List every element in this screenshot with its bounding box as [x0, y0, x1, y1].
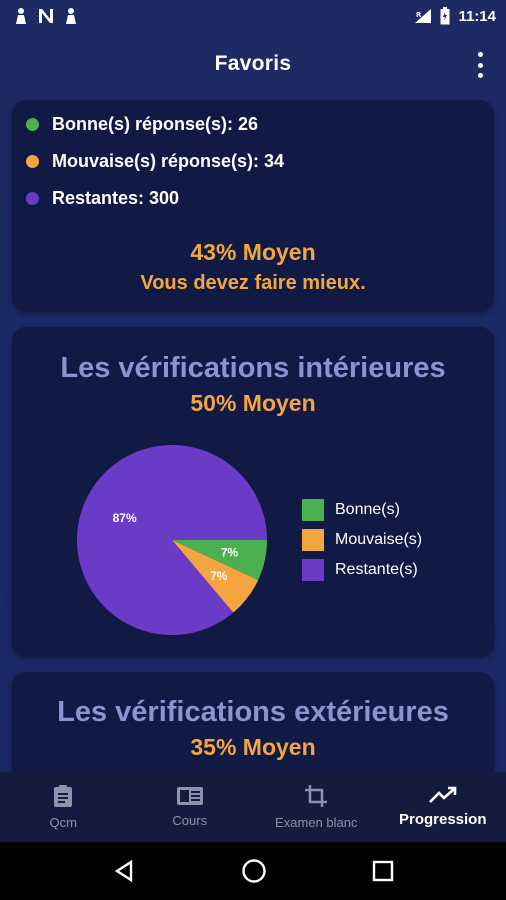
summary-score: 43% Moyen — [190, 239, 316, 265]
pie-slice-restantes — [76, 445, 267, 635]
good-answers-label: Bonne(s) réponse(s): 26 — [52, 114, 259, 134]
nav-progression[interactable]: Progression — [380, 772, 506, 842]
pie-legend: Bonne(s) Mouvaise(s) Restante(s) — [302, 495, 422, 585]
legend-label: Restante(s) — [335, 561, 418, 578]
summary-message: Vous devez faire mieux. — [140, 272, 366, 294]
pie-slice-label: 7% — [221, 546, 239, 560]
clipboard-icon — [54, 785, 73, 807]
recents-icon[interactable] — [372, 860, 394, 882]
pie-chart: 7% 7% 87% — [76, 445, 267, 635]
back-icon[interactable] — [112, 859, 136, 883]
signal-icon: R — [415, 9, 432, 23]
crop-icon — [305, 785, 328, 807]
remaining-row: Restantes: 300 — [26, 188, 179, 209]
more-vert-icon[interactable] — [476, 52, 484, 78]
legend-entry: Mouvaise(s) — [302, 525, 422, 555]
remaining-label: Restantes: 300 — [52, 188, 180, 208]
bad-answers-label: Mouvaise(s) réponse(s): 34 — [52, 151, 285, 171]
nav-label: Progression — [398, 811, 487, 828]
book-icon — [176, 787, 203, 805]
notification-icon-2 — [66, 8, 76, 24]
section-title: Les vérifications extérieures — [57, 696, 449, 728]
bad-dot-icon — [26, 155, 39, 168]
legend-label: Mouvaise(s) — [335, 531, 423, 548]
legend-entry: Bonne(s) — [302, 495, 422, 525]
bad-answers-row: Mouvaise(s) réponse(s): 34 — [26, 151, 284, 172]
good-answers-row: Bonne(s) réponse(s): 26 — [26, 114, 258, 135]
nav-examen-blanc[interactable]: Examen blanc — [253, 772, 380, 842]
notification-n-icon — [39, 9, 53, 23]
trending-up-icon — [428, 786, 457, 803]
legend-label: Bonne(s) — [335, 501, 400, 518]
status-bar: R 11:14 — [0, 0, 506, 32]
system-navigation-bar — [0, 842, 506, 900]
legend-swatch — [302, 559, 324, 581]
section-card-interieures[interactable]: Les vérifications intérieures 50% Moyen … — [12, 327, 494, 657]
pie-slice-bonnes — [172, 540, 267, 581]
clock: 11:14 — [458, 7, 496, 25]
section-title: Les vérifications intérieures — [60, 352, 446, 384]
page-title: Favoris — [214, 52, 292, 75]
legend-swatch — [302, 499, 324, 521]
nav-label: Qcm — [49, 815, 77, 830]
nav-qcm[interactable]: Qcm — [0, 772, 127, 842]
home-icon[interactable] — [241, 858, 267, 884]
legend-swatch — [302, 529, 324, 551]
remaining-dot-icon — [26, 192, 39, 205]
battery-icon — [440, 7, 450, 25]
pie-slice-label: 7% — [210, 569, 228, 583]
summary-card: Bonne(s) réponse(s): 26 Mouvaise(s) répo… — [12, 100, 494, 312]
section-score: 35% Moyen — [190, 734, 316, 760]
nav-label: Cours — [172, 813, 208, 828]
nav-label: Examen blanc — [275, 815, 358, 830]
pie-slice-label: 87% — [113, 511, 137, 525]
bottom-navigation: Qcm Cours Examen blanc Progression — [0, 772, 506, 842]
legend-entry: Restante(s) — [302, 555, 422, 585]
svg-text:R: R — [416, 11, 422, 19]
notification-icon-1 — [16, 8, 26, 24]
nav-cours[interactable]: Cours — [127, 772, 254, 842]
app-bar: Favoris — [0, 32, 506, 96]
section-score: 50% Moyen — [190, 390, 316, 416]
pie-slice-mouvaises — [172, 540, 259, 613]
notification-icons — [14, 7, 78, 25]
good-dot-icon — [26, 118, 39, 131]
